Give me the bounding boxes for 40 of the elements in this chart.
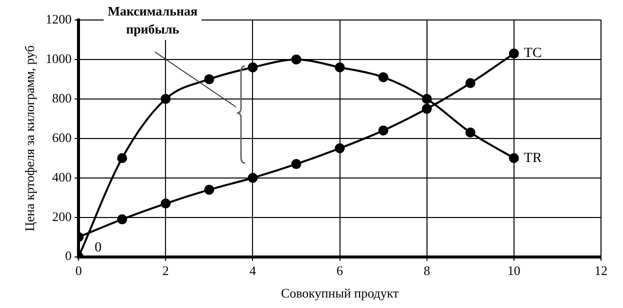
point — [160, 198, 171, 209]
y-tick-label: 200 — [52, 208, 72, 224]
x-tick-label: 12 — [594, 263, 608, 278]
y-axis-title: Цена кртофеля за килограмм, руб — [22, 45, 38, 232]
point — [465, 127, 476, 138]
point — [117, 214, 128, 224]
point — [422, 104, 432, 114]
x-tick-label: 8 — [424, 263, 430, 278]
y-tick-label: 600 — [52, 130, 72, 145]
point — [291, 54, 302, 64]
point — [248, 172, 258, 183]
point — [160, 94, 171, 104]
x-tick-label: 10 — [507, 263, 520, 278]
point — [204, 184, 214, 195]
point — [204, 74, 214, 84]
series-label: TR — [524, 150, 542, 166]
x-tick-label: 0 — [75, 263, 82, 278]
annotation: 0 — [94, 240, 102, 256]
point — [465, 78, 476, 88]
y-tick-label: 800 — [52, 90, 72, 106]
point — [378, 72, 388, 82]
point — [422, 94, 432, 104]
point — [334, 62, 345, 72]
x-tick-label: 2 — [162, 263, 169, 278]
point — [291, 159, 302, 170]
point — [508, 48, 519, 59]
y-tick-label: 1200 — [46, 11, 72, 26]
y-tick-label: 400 — [52, 169, 72, 184]
annotation: Максимальная прибыль — [108, 3, 198, 36]
series-label: TC — [524, 46, 542, 62]
point — [508, 153, 519, 164]
point — [248, 62, 258, 72]
x-tick-label: 6 — [336, 263, 344, 278]
x-tick-label: 4 — [249, 263, 256, 278]
point — [378, 126, 388, 136]
x-axis-title: Совокупный продукт — [280, 286, 399, 301]
y-tick-label: 1000 — [46, 50, 72, 66]
y-tick-label: 0 — [65, 248, 72, 264]
point — [117, 153, 128, 164]
point — [334, 143, 345, 154]
